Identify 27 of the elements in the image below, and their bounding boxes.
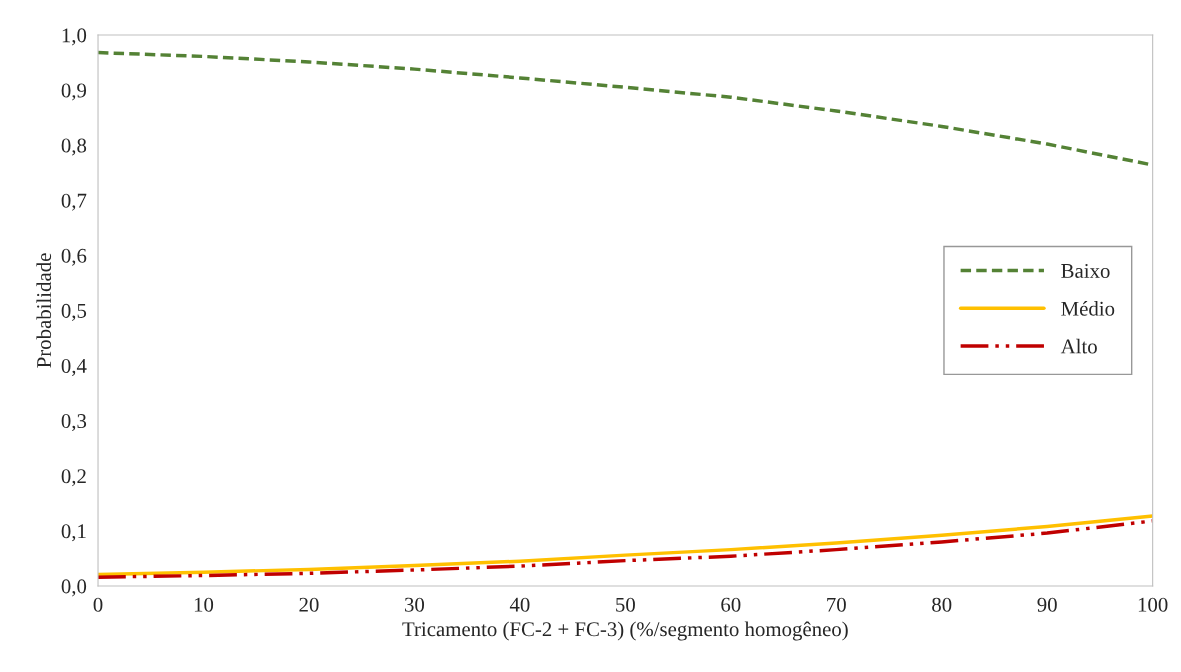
y-tick-label: 0,9 xyxy=(61,83,87,101)
y-tick-label: 0,4 xyxy=(61,358,87,376)
y-axis-title: Probabilidade xyxy=(36,253,52,368)
legend-label: Baixo xyxy=(1061,263,1110,278)
x-tick-label: 60 xyxy=(721,597,741,612)
y-tick-label: 0,3 xyxy=(61,414,87,432)
legend-label: Alto xyxy=(1060,338,1097,354)
x-tick-label: 90 xyxy=(1037,597,1057,612)
x-tick-label: 50 xyxy=(616,597,635,612)
x-axis-title: Tricamento (FC-2 + FC-3) (%/segmento homogêneo) xyxy=(402,621,848,641)
x-tick-label: 0 xyxy=(93,597,103,612)
x-tick-label: 20 xyxy=(299,597,319,612)
y-tick-label: 0,7 xyxy=(61,193,87,211)
x-tick-label: 80 xyxy=(932,597,952,612)
legend-label: Médio xyxy=(1061,301,1115,316)
y-tick-label: 0,1 xyxy=(61,524,86,542)
x-tick-label: 100 xyxy=(1138,597,1168,612)
x-tick-label: 30 xyxy=(404,597,425,612)
y-tick-label: 1,0 xyxy=(62,28,87,46)
y-tick-label: 0,8 xyxy=(61,138,87,156)
y-tick-label: 0,0 xyxy=(61,579,87,597)
x-tick-label: 40 xyxy=(509,597,530,612)
y-tick-label: 0,2 xyxy=(61,469,86,487)
y-tick-label: 0,6 xyxy=(61,248,87,266)
x-tick-label: 10 xyxy=(194,597,214,612)
x-tick-label: 70 xyxy=(827,597,846,612)
y-tick-label: 0,5 xyxy=(61,303,87,321)
